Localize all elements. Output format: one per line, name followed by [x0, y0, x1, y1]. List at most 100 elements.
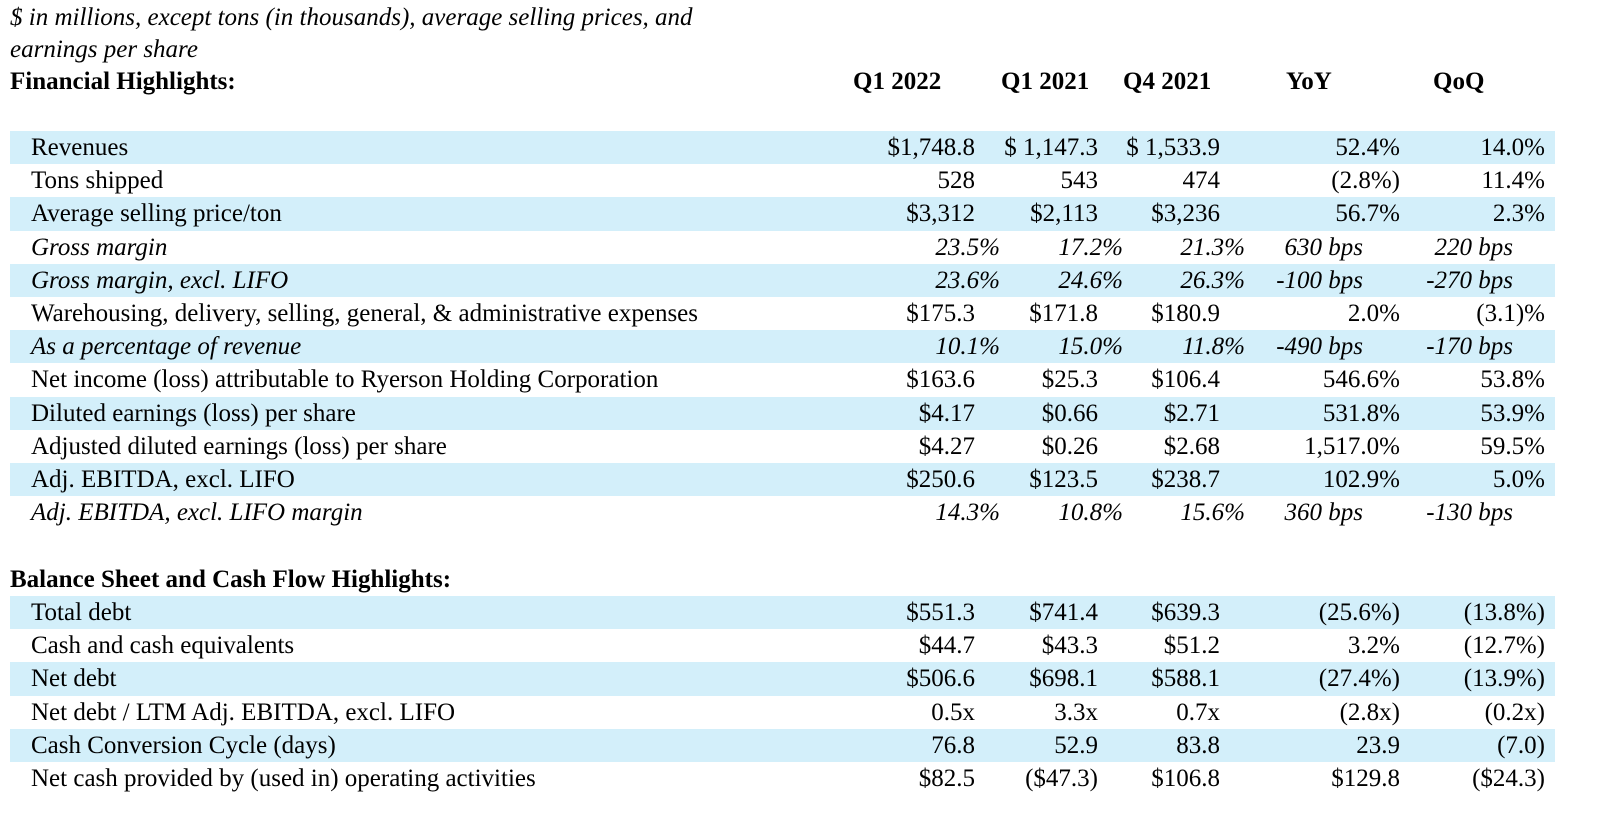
column-header-q4-2021: Q4 2021: [1123, 68, 1212, 95]
balance-sheet-table: Total debt $551.3 $741.4 $639.3 (25.6%) …: [10, 596, 1555, 795]
table-row: Adjusted diluted earnings (loss) per sha…: [10, 430, 1555, 463]
table-row: Net debt $506.6 $698.1 $588.1 (27.4%) (1…: [10, 662, 1555, 696]
units-note-line-1: $ in millions, except tons (in thousands…: [10, 4, 693, 31]
cell-q1-2022: $506.6: [906, 665, 975, 693]
units-note: $ in millions, except tons (in thousands…: [10, 2, 693, 66]
cell-q1-2021: 543: [1060, 167, 1099, 195]
cell-q1-2022: 0.5x: [931, 698, 975, 726]
cell-q1-2022: 10.1%: [935, 333, 1000, 361]
row-label: Adj. EBITDA, excl. LIFO margin: [31, 499, 363, 527]
cell-q4-2021: $106.4: [1151, 366, 1220, 394]
cell-q1-2021: $123.5: [1029, 465, 1098, 493]
cell-q1-2021: ($47.3): [1025, 764, 1098, 792]
cell-q1-2021: $43.3: [1041, 632, 1098, 660]
cell-qoq: (13.8%): [1463, 599, 1545, 626]
cell-yoy: (25.6%): [1318, 599, 1400, 626]
cell-q1-2021: 15.0%: [1058, 333, 1123, 361]
cell-yoy: 102.9%: [1322, 465, 1400, 493]
cell-qoq: 5.0%: [1492, 465, 1545, 493]
cell-qoq: (12.7%): [1463, 632, 1545, 660]
cell-q1-2021: 10.8%: [1058, 499, 1123, 527]
cell-qoq: 14.0%: [1480, 134, 1545, 161]
cell-qoq: 2.3%: [1492, 200, 1545, 228]
table-row: As a percentage of revenue 10.1% 15.0% 1…: [10, 330, 1555, 364]
cell-q4-2021: 11.8%: [1182, 333, 1245, 361]
column-header-q1-2021: Q1 2021: [1001, 68, 1090, 95]
cell-q1-2021: $171.8: [1029, 299, 1098, 327]
row-label: Cash Conversion Cycle (days): [31, 731, 336, 759]
cell-qoq: (13.9%): [1463, 665, 1545, 693]
cell-q1-2021: 52.9: [1054, 731, 1098, 759]
table-row: Total debt $551.3 $741.4 $639.3 (25.6%) …: [10, 596, 1555, 630]
cell-qoq: (0.2x): [1484, 698, 1545, 726]
cell-q4-2021: $ 1,533.9: [1126, 134, 1220, 161]
units-note-line-2: earnings per share: [10, 36, 198, 63]
cell-q1-2022: $44.7: [918, 632, 975, 660]
cell-q4-2021: 474: [1182, 167, 1221, 195]
cell-q4-2021: 83.8: [1176, 731, 1220, 759]
table-row: Net cash provided by (used in) operating…: [10, 762, 1555, 795]
cell-q1-2022: 23.5%: [935, 233, 1000, 261]
cell-q4-2021: $51.2: [1163, 632, 1220, 660]
table-row: Warehousing, delivery, selling, general,…: [10, 297, 1555, 330]
cell-q4-2021: $2.71: [1163, 399, 1220, 427]
cell-qoq: -130 bps: [1426, 499, 1513, 527]
row-label: Gross margin, excl. LIFO: [31, 266, 289, 294]
cell-q1-2022: $250.6: [906, 465, 975, 493]
cell-q4-2021: $180.9: [1151, 299, 1220, 327]
cell-q1-2021: $ 1,147.3: [1004, 134, 1098, 161]
cell-yoy: 52.4%: [1335, 134, 1400, 161]
cell-q4-2021: 21.3%: [1180, 233, 1245, 261]
table-row: Gross margin 23.5% 17.2% 21.3% 630 bps 2…: [10, 231, 1555, 264]
column-header-yoy: YoY: [1286, 68, 1332, 95]
cell-yoy: 3.2%: [1347, 632, 1400, 660]
cell-q1-2022: 23.6%: [935, 266, 1000, 294]
table-row: Net debt / LTM Adj. EBITDA, excl. LIFO 0…: [10, 696, 1555, 729]
table-row: Tons shipped 528 543 474 (2.8%) 11.4%: [10, 164, 1555, 197]
cell-q1-2021: $741.4: [1029, 599, 1098, 626]
cell-q1-2022: $1,748.8: [887, 134, 976, 161]
row-label: Cash and cash equivalents: [31, 632, 295, 660]
cell-q1-2021: 24.6%: [1058, 266, 1123, 294]
table-row: Diluted earnings (loss) per share $4.17 …: [10, 396, 1555, 430]
cell-q1-2022: $82.5: [918, 764, 975, 792]
cell-q1-2021: 17.2%: [1058, 233, 1123, 261]
cell-qoq: (3.1)%: [1476, 299, 1545, 327]
financial-highlights-table: Revenues $1,748.8 $ 1,147.3 $ 1,533.9 52…: [10, 131, 1555, 529]
cell-yoy: 531.8%: [1322, 399, 1400, 427]
cell-yoy: 56.7%: [1335, 200, 1400, 228]
cell-qoq: 53.9%: [1480, 399, 1545, 427]
row-label: Net debt: [31, 665, 117, 693]
cell-q1-2022: $4.17: [918, 399, 975, 427]
row-label: Adjusted diluted earnings (loss) per sha…: [31, 432, 447, 460]
table-row: Gross margin, excl. LIFO 23.6% 24.6% 26.…: [10, 263, 1555, 297]
table-row: Cash and cash equivalents $44.7 $43.3 $5…: [10, 629, 1555, 662]
cell-q4-2021: $238.7: [1151, 465, 1220, 493]
cell-q4-2021: $639.3: [1151, 599, 1220, 626]
cell-qoq: -170 bps: [1426, 333, 1513, 361]
cell-yoy: 1,517.0%: [1304, 432, 1400, 460]
row-label: Tons shipped: [31, 167, 164, 195]
table-row: Revenues $1,748.8 $ 1,147.3 $ 1,533.9 52…: [10, 131, 1555, 165]
cell-q4-2021: 26.3%: [1180, 266, 1245, 294]
table-row: Adj. EBITDA, excl. LIFO $250.6 $123.5 $2…: [10, 462, 1555, 497]
cell-q1-2022: 14.3%: [935, 499, 1000, 527]
cell-qoq: (7.0): [1497, 731, 1545, 759]
cell-q1-2021: $0.26: [1041, 432, 1098, 460]
cell-yoy: 630 bps: [1284, 233, 1363, 261]
balance-sheet-heading: Balance Sheet and Cash Flow Highlights:: [10, 566, 452, 593]
row-label: Gross margin: [31, 233, 168, 261]
cell-qoq: 11.4%: [1481, 167, 1545, 195]
table-row: Average selling price/ton $3,312 $2,113 …: [10, 197, 1555, 231]
cell-q1-2022: 528: [937, 167, 976, 195]
row-label: Total debt: [31, 599, 132, 626]
column-header-qoq: QoQ: [1433, 68, 1485, 95]
cell-q1-2021: $2,113: [1030, 200, 1098, 228]
row-label: Warehousing, delivery, selling, general,…: [31, 299, 699, 327]
row-label: Adj. EBITDA, excl. LIFO: [31, 465, 295, 493]
cell-q4-2021: $3,236: [1151, 200, 1220, 228]
cell-q1-2022: $551.3: [906, 599, 975, 626]
financial-highlights-heading: Financial Highlights:: [10, 68, 236, 95]
column-header-q1-2022: Q1 2022: [853, 68, 942, 95]
row-label: Net cash provided by (used in) operating…: [31, 764, 536, 792]
